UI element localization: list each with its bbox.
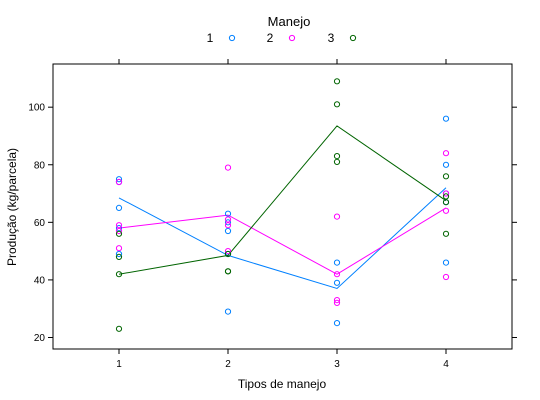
data-point-2 — [442, 273, 450, 281]
series-lines — [118, 125, 447, 290]
data-point-2 — [115, 178, 123, 186]
data-point-1 — [115, 204, 123, 211]
data-point-3 — [442, 230, 450, 237]
y-axis-title: Produção (kg/parcela) — [5, 148, 19, 266]
data-point-3 — [333, 158, 341, 165]
data-point-3 — [333, 153, 341, 160]
data-point-1 — [115, 176, 123, 183]
data-point-1 — [224, 308, 232, 315]
x-tick-label: 3 — [334, 359, 340, 370]
x-tick-label: 1 — [116, 359, 122, 370]
legend-items: 1 2 3 — [207, 31, 357, 45]
data-point-3 — [224, 268, 232, 275]
data-point-2 — [442, 190, 450, 197]
series-line-3 — [118, 125, 447, 275]
data-point-2 — [115, 245, 123, 252]
data-point-1 — [333, 259, 341, 266]
series-line-1 — [118, 187, 447, 290]
data-point-3 — [442, 199, 450, 206]
x-axis-title: Tipos de manejo — [238, 377, 327, 391]
data-point-2 — [115, 227, 123, 235]
data-point-3 — [115, 325, 123, 332]
data-point-2 — [224, 216, 232, 223]
data-point-2 — [224, 248, 232, 255]
data-point-3 — [115, 230, 123, 237]
legend-marker-1 — [228, 34, 236, 42]
x-tick-label: 4 — [443, 359, 449, 370]
data-point-3 — [115, 253, 123, 260]
data-point-3 — [115, 271, 123, 278]
data-point-1 — [115, 250, 123, 258]
data-point-1 — [442, 161, 450, 168]
legend-marker-2 — [288, 34, 296, 42]
series-line-2 — [118, 207, 447, 275]
legend-marker-3 — [349, 34, 357, 42]
data-point-3 — [224, 250, 232, 258]
data-point-1 — [442, 115, 450, 122]
data-point-2 — [115, 222, 123, 229]
data-point-2 — [333, 271, 341, 278]
legend-label-3: 3 — [328, 31, 335, 45]
data-point-3 — [333, 78, 341, 85]
legend-label-2: 2 — [267, 31, 274, 45]
data-point-2 — [333, 297, 341, 304]
x-axis: 1 2 3 4 — [116, 59, 449, 370]
data-point-1 — [224, 210, 232, 217]
series-points — [115, 78, 450, 332]
data-point-2 — [442, 207, 450, 214]
data-point-1 — [224, 219, 232, 226]
data-point-2 — [224, 222, 232, 229]
data-point-2 — [442, 150, 450, 157]
legend-label-1: 1 — [207, 31, 214, 45]
y-tick-label: 80 — [34, 160, 46, 171]
data-point-2 — [224, 164, 232, 171]
x-tick-label: 2 — [225, 359, 231, 370]
data-point-1 — [333, 320, 341, 327]
y-tick-label: 40 — [34, 275, 46, 286]
data-point-2 — [333, 299, 341, 306]
data-point-1 — [333, 279, 341, 286]
legend-title: Manejo — [268, 14, 311, 29]
plot-frame — [52, 63, 513, 350]
data-point-3 — [442, 173, 450, 180]
data-point-3 — [333, 101, 341, 108]
y-tick-label: 100 — [28, 103, 45, 114]
data-point-1 — [115, 225, 123, 232]
data-point-3 — [442, 193, 450, 200]
y-tick-label: 60 — [34, 218, 46, 229]
y-axis: 20 40 60 80 100 — [28, 103, 517, 344]
legend: Manejo 1 2 3 — [207, 14, 357, 45]
y-tick-label: 20 — [34, 333, 46, 344]
data-point-1 — [224, 227, 232, 235]
data-point-1 — [442, 259, 450, 266]
data-point-2 — [333, 213, 341, 220]
